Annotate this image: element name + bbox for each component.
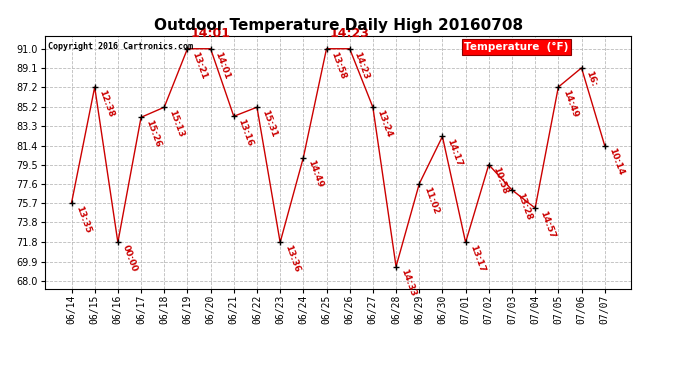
- Text: 13:36: 13:36: [283, 244, 301, 274]
- Title: Outdoor Temperature Daily High 20160708: Outdoor Temperature Daily High 20160708: [154, 18, 522, 33]
- Text: 14:01: 14:01: [213, 50, 232, 80]
- Text: 10:14: 10:14: [607, 147, 626, 177]
- Text: Copyright 2016 Cartronics.com: Copyright 2016 Cartronics.com: [48, 42, 193, 51]
- Text: 14:01: 14:01: [190, 27, 230, 40]
- Text: 15:31: 15:31: [259, 109, 278, 139]
- Text: 13:16: 13:16: [237, 118, 255, 148]
- Text: 14:23: 14:23: [330, 27, 370, 40]
- Text: 14:33: 14:33: [399, 268, 417, 298]
- Text: Temperature  (°F): Temperature (°F): [464, 42, 569, 52]
- Text: 16:: 16:: [584, 69, 598, 87]
- Text: 14:17: 14:17: [445, 138, 464, 168]
- Text: 13:24: 13:24: [375, 109, 394, 139]
- Text: 13:58: 13:58: [329, 50, 348, 80]
- Text: 13:17: 13:17: [469, 244, 486, 274]
- Text: 14:23: 14:23: [353, 50, 371, 80]
- Text: 13:21: 13:21: [190, 50, 208, 80]
- Text: 15:26: 15:26: [144, 119, 162, 148]
- Text: 11:02: 11:02: [422, 185, 440, 215]
- Text: 14:49: 14:49: [306, 159, 324, 189]
- Text: 14:49: 14:49: [561, 88, 580, 119]
- Text: 00:00: 00:00: [121, 244, 139, 273]
- Text: 13:35: 13:35: [75, 204, 92, 234]
- Text: 13:28: 13:28: [515, 191, 533, 221]
- Text: 12:38: 12:38: [97, 88, 116, 118]
- Text: 10:58: 10:58: [491, 166, 510, 196]
- Text: 15:13: 15:13: [167, 109, 185, 139]
- Text: 14:57: 14:57: [538, 210, 556, 240]
